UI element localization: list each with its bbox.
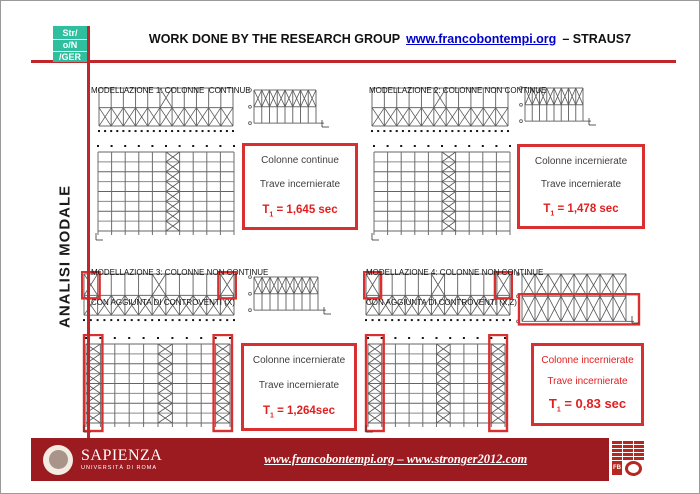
result-1-line2: Trave incernierate [259, 179, 341, 191]
result-3-period: T1 = 1,264sec [262, 404, 335, 419]
seal-ring-icon [623, 460, 644, 476]
q4-braced-bay-diagram [516, 272, 641, 326]
q2-elevation-diagram [371, 87, 509, 133]
seal-glyph-2 [623, 441, 633, 460]
footer-bar: SAPIENZA UNIVERSITÀ DI ROMA www.francobo… [31, 438, 629, 481]
result-1-period: T1 = 1,645 sec [262, 203, 338, 218]
q2-braced-bay-diagram [519, 86, 596, 126]
sapienza-name: SAPIENZA [81, 446, 163, 464]
result-4-line1: Colonne incernierate [541, 355, 634, 366]
result-4-line2: Trave incernierate [547, 375, 628, 387]
modellazione-1-label-line1: MODELLAZIONE 1: COLONNE CONTINUE [91, 86, 251, 95]
stronger-logo-line3: /GER [58, 52, 81, 62]
sapienza-subtitle: UNIVERSITÀ DI ROMA [81, 464, 158, 471]
modellazione-3-label-line2: CON AGGIUNTA DI CONTROVENTI (X) [91, 298, 235, 307]
result-3-line1: Colonne incernierate [252, 355, 346, 366]
result-box-3: Colonne incernierate Trave incernierate … [241, 343, 357, 431]
sapienza-emblem-icon [43, 444, 73, 475]
q1-elevation-diagram [98, 87, 234, 133]
result-2-period: T1 = 1,478 sec [543, 202, 619, 217]
modellazione-3-label: MODELLAZIONE 3: COLONNE NON CONTINUE CON… [91, 248, 268, 328]
q1-braced-bay-diagram [248, 88, 329, 128]
modellazione-3-label-line1: MODELLAZIONE 3: COLONNE NON CONTINUE [91, 268, 269, 277]
title-text: WORK DONE BY THE RESEARCH GROUP [148, 32, 401, 46]
red-divider-horizontal [31, 60, 676, 63]
q3-braced-bay-diagram [248, 275, 331, 315]
result-3-line2: Trave incernierate [258, 379, 340, 391]
result-2-line2: Trave incernierate [540, 179, 622, 191]
modellazione-4-label: MODELLAZIONE 4: COLONNE NON CONTINUE CON… [366, 248, 543, 328]
result-box-4: Colonne incernierate Trave incernierate … [531, 343, 644, 426]
result-4-period: T1 = 0,83 sec [548, 396, 627, 414]
q4-elevation-diagram [363, 271, 513, 322]
seal-fb-letters: FB [612, 461, 622, 475]
footer-links[interactable]: www.francobontempi.org – www.stronger201… [264, 452, 528, 466]
stronger-logo-line2: o/N [53, 40, 87, 52]
stronger-logo: Str/ o/N /GER [53, 26, 87, 62]
slide-title: WORK DONE BY THE RESEARCH GROUP www.fran… [101, 32, 679, 46]
q4-plan-grid-diagram [364, 334, 509, 433]
q2-plan-grid-diagram [371, 145, 511, 241]
q3-elevation-diagram [81, 271, 237, 322]
result-1-line1: Colonne continue [261, 155, 339, 166]
modellazione-2-label: MODELLAZIONE 2: COLONNE NON CONTINUE [369, 66, 546, 136]
modellazione-2-label-line1: MODELLAZIONE 2: COLONNE NON CONTINUE [369, 86, 547, 95]
fbo-seal-logo: FB [609, 438, 649, 481]
red-divider-vertical [87, 26, 90, 438]
seal-glyph-3 [634, 441, 644, 460]
seal-glyph-1 [612, 441, 622, 460]
modellazione-4-label-line1: MODELLAZIONE 4: COLONNE NON CONTINUE [366, 268, 544, 277]
sidebar-analisi-modale-label: ANALISI MODALE [56, 184, 74, 328]
title-link[interactable]: www.francobontempi.org [406, 32, 557, 46]
result-box-2: Colonne incernierate Trave incernierate … [517, 144, 645, 229]
result-2-line1: Colonne incernierate [534, 156, 628, 167]
q3-plan-grid-diagram [82, 334, 234, 433]
title-suffix: – STRAUS7 [562, 32, 632, 46]
stronger-logo-line1: Str/ [53, 28, 87, 40]
result-box-1: Colonne continue Trave incernierate T1 =… [242, 143, 358, 230]
modellazione-1-label: MODELLAZIONE 1: COLONNE CONTINUE [91, 66, 251, 136]
sapienza-brand: SAPIENZA UNIVERSITÀ DI ROMA [81, 446, 163, 472]
q1-plan-grid-diagram [95, 145, 235, 241]
modellazione-4-label-line2: CON AGGIUNTA DI CONTROVENTI (X,Z) [366, 298, 517, 307]
